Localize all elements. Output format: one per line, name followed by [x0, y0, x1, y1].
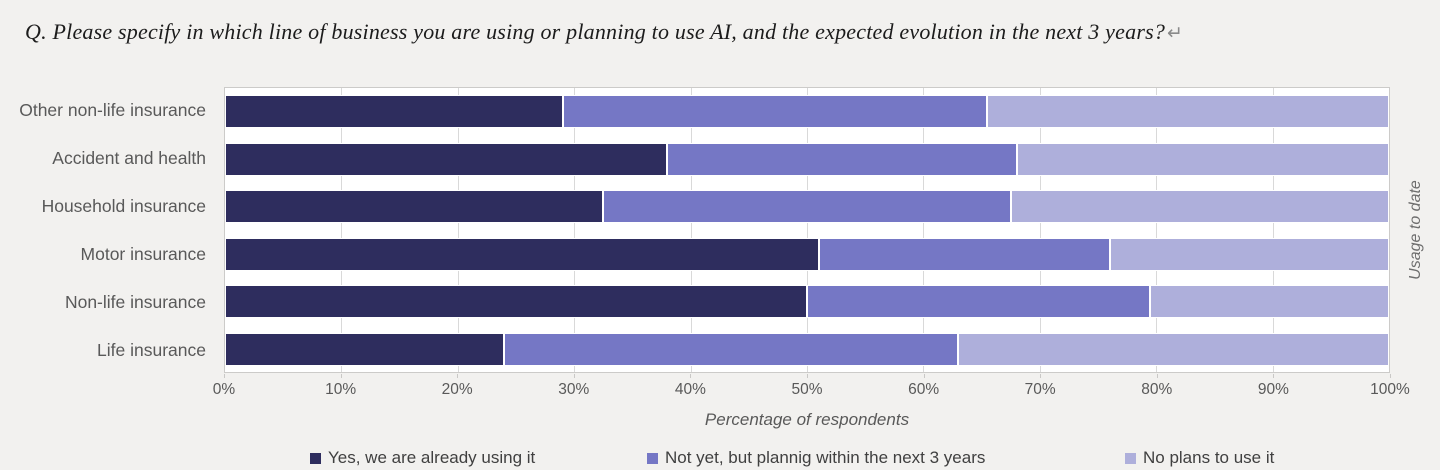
bar-segment-series-1: [818, 237, 1110, 271]
bar-segment-series-0: [225, 95, 563, 128]
bar-row: [225, 190, 1389, 224]
gridline-90: [1272, 88, 1274, 372]
chart-title-text: Q. Please specify in which line of busin…: [25, 19, 1166, 44]
x-tick-label: 100%: [1370, 381, 1410, 398]
gridline-60: [923, 88, 925, 372]
tickmark: [1390, 374, 1391, 378]
legend-label: No plans to use it: [1143, 448, 1275, 467]
bar-row: [225, 142, 1389, 176]
gridline-10: [341, 88, 343, 372]
tickmark: [1156, 374, 1158, 378]
tickmark: [224, 374, 225, 378]
right-axis-title: Usage to date: [1407, 180, 1424, 280]
category-label: Other non-life insurance: [19, 100, 206, 120]
bar-segment-series-2: [958, 332, 1389, 366]
x-tick-label: 30%: [558, 381, 590, 398]
bar-segment-series-2: [1016, 142, 1389, 176]
tickmark: [573, 374, 575, 378]
x-axis-tickmarks: [224, 374, 1391, 378]
bar-segment-series-0: [225, 237, 819, 271]
category-label: Motor insurance: [80, 244, 206, 264]
tickmark: [1273, 374, 1275, 378]
gridline-30: [574, 88, 576, 372]
bar-segment-series-1: [504, 332, 959, 366]
bar-segment-series-1: [667, 142, 1017, 176]
x-axis-tick-labels: 0% 10% 20% 30% 40% 50% 60% 70% 80% 90% 100%: [213, 381, 1410, 401]
gridlines: [225, 88, 1389, 372]
bar-segment-series-0: [225, 332, 505, 366]
tickmark: [807, 374, 808, 378]
bar-segment-series-2: [1150, 285, 1389, 319]
bar-segment-series-2: [1010, 190, 1389, 224]
bar-row: [225, 95, 1389, 128]
x-tick-label: 70%: [1024, 381, 1056, 398]
x-tick-label: 60%: [908, 381, 940, 398]
bar-segment-series-2: [987, 95, 1389, 128]
bar-segment-series-0: [225, 190, 604, 224]
plot-area: [224, 87, 1390, 373]
x-tick-label: 10%: [325, 381, 357, 398]
category-label: Non-life insurance: [64, 292, 206, 312]
bar-segment-series-1: [603, 190, 1011, 224]
bar-row: [225, 332, 1389, 366]
tickmark: [690, 374, 692, 378]
x-tick-label: 20%: [441, 381, 473, 398]
legend-item: No plans to use it: [1125, 448, 1274, 468]
gridline-50: [807, 88, 808, 372]
bar-segment-series-0: [225, 142, 668, 176]
legend: Yes, we are already using it Not yet, but…: [0, 448, 1440, 470]
return-mark: ↵: [1167, 22, 1184, 44]
legend-item: Yes, we are already using it: [310, 448, 535, 468]
legend-swatch-icon: [1125, 452, 1136, 464]
bar-row: [225, 285, 1389, 319]
gridline-20: [457, 88, 459, 372]
x-tick-label: 90%: [1257, 381, 1289, 398]
bar-segment-series-1: [807, 285, 1151, 319]
tickmark: [923, 374, 925, 378]
gridline-40: [690, 88, 692, 372]
x-tick-label: 80%: [1141, 381, 1173, 398]
legend-item: Not yet, but plannig within the next 3 y…: [647, 448, 985, 468]
chart-title: Q. Please specify in which line of busin…: [25, 19, 1425, 45]
x-axis-title: Percentage of respondents: [704, 410, 910, 429]
gridline-70: [1039, 88, 1041, 372]
category-axis: Other non-life insurance Accident and hea…: [0, 87, 206, 373]
gridline-80: [1156, 88, 1158, 372]
bars: [225, 88, 1389, 372]
x-tick-label: 0%: [212, 381, 236, 398]
legend-label: Not yet, but plannig within the next 3 y…: [665, 448, 986, 467]
bar-segment-series-0: [225, 285, 807, 319]
bar-segment-series-2: [1109, 237, 1389, 271]
tickmark: [457, 374, 459, 378]
legend-swatch-icon: [310, 452, 321, 464]
bar-segment-series-1: [562, 95, 988, 128]
legend-label: Yes, we are already using it: [328, 448, 536, 467]
x-tick-label: 50%: [791, 381, 823, 398]
x-tick-label: 40%: [674, 381, 706, 398]
category-label: Life insurance: [97, 340, 206, 360]
category-label: Household insurance: [41, 196, 206, 216]
category-label: Accident and health: [52, 148, 206, 168]
tickmark: [1040, 374, 1042, 378]
tickmark: [340, 374, 342, 378]
bar-row: [225, 237, 1389, 271]
legend-swatch-icon: [647, 452, 658, 464]
